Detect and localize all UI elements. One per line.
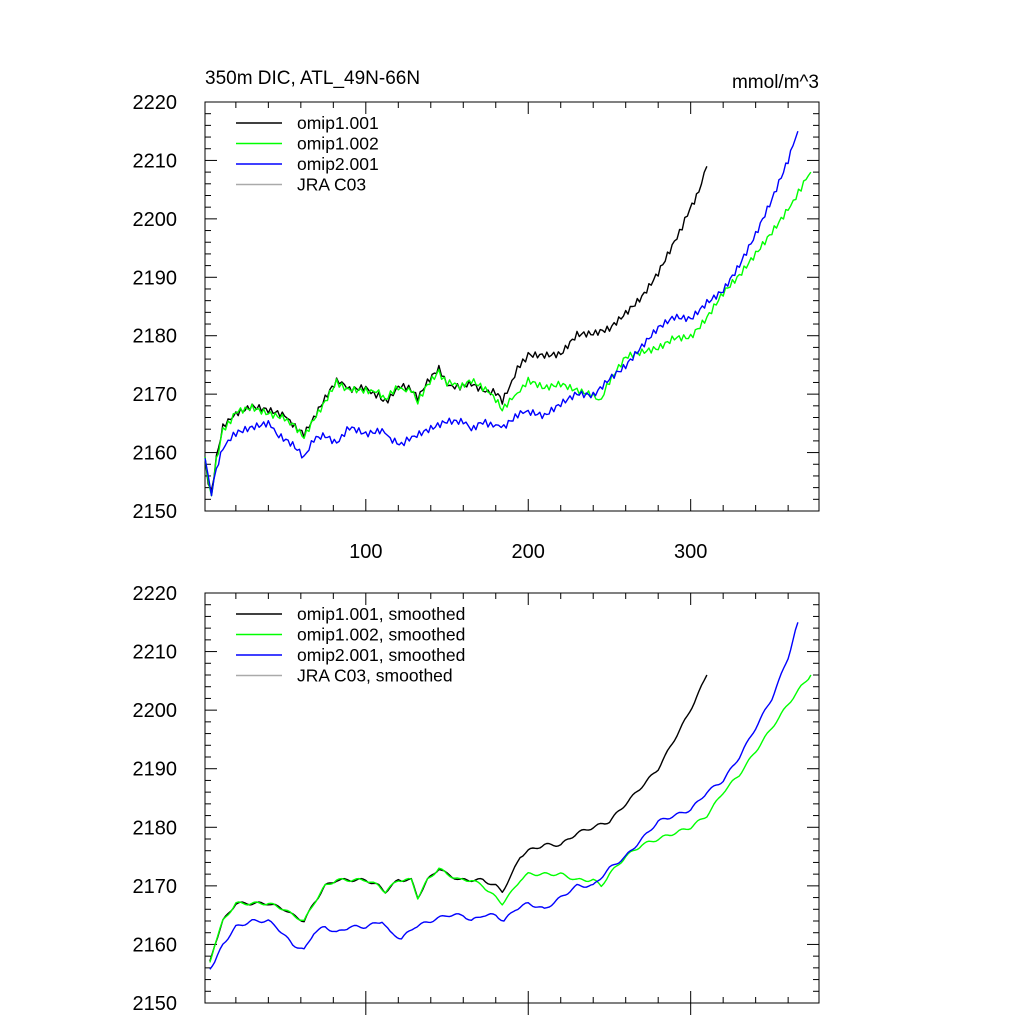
series-line-1 xyxy=(209,674,708,962)
y-tick-label: 2210 xyxy=(133,150,178,172)
x-tick-label: 300 xyxy=(674,541,707,563)
y-tick-label: 2160 xyxy=(133,934,178,956)
legend-label-2: omip1.002 xyxy=(297,134,379,154)
y-tick-label: 2190 xyxy=(133,267,178,289)
y-tick-label: 2200 xyxy=(133,209,178,231)
y-tick-label: 2170 xyxy=(133,876,178,898)
chart-title: 350m DIC, ATL_49N-66N xyxy=(205,68,420,89)
series-line-2 xyxy=(209,674,812,963)
y-tick-label: 2180 xyxy=(133,326,178,348)
legend-label-4: JRA C03 xyxy=(297,175,366,195)
series-line-2 xyxy=(204,171,812,497)
legend-label-3: omip2.001, smoothed xyxy=(297,645,465,665)
series-line-3 xyxy=(209,622,799,970)
y-tick-label: 2180 xyxy=(133,817,178,839)
plot-frame xyxy=(204,592,820,1004)
chart-panel-1: 2150 2160 2170 2180 2190 2200 2210 2220 100 200 30… xyxy=(133,68,820,563)
y-tick-label: 2150 xyxy=(133,501,178,523)
legend-label-2: omip1.002, smoothed xyxy=(297,625,465,645)
y-tick-label: 2190 xyxy=(133,759,178,781)
y-tick-label: 2210 xyxy=(133,642,178,664)
y-tick-label: 2170 xyxy=(133,384,178,406)
units-label: mmol/m^3 xyxy=(732,72,819,93)
plot-frame xyxy=(204,101,820,512)
y-tick-label: 2150 xyxy=(133,993,178,1015)
legend-label-1: omip1.001 xyxy=(297,113,379,133)
legend-label-4: JRA C03, smoothed xyxy=(297,666,453,686)
y-tick-label: 2160 xyxy=(133,443,178,465)
y-tick-label: 2200 xyxy=(133,700,178,722)
series-line-1 xyxy=(204,166,708,491)
x-tick-label: 200 xyxy=(512,541,545,563)
legend-label-1: omip1.001, smoothed xyxy=(297,604,465,624)
chart-panel-2: 2150 2160 2170 2180 2190 2200 2210 2220 omip1.00… xyxy=(133,583,820,1015)
y-tick-label: 2220 xyxy=(133,583,178,605)
x-tick-label: 100 xyxy=(349,541,382,563)
y-tick-label: 2220 xyxy=(133,92,178,114)
series-line-3 xyxy=(204,130,799,497)
legend-label-3: omip2.001 xyxy=(297,154,379,174)
